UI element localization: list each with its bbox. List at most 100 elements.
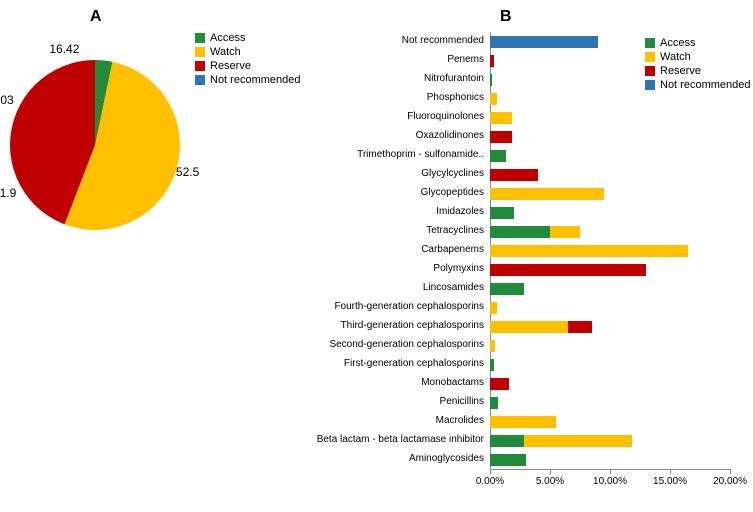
bar-segment (490, 283, 524, 295)
legend-a-item: Access (195, 32, 301, 44)
legend-a-label: Not recommended (210, 74, 301, 86)
legend-b-label: Watch (660, 51, 691, 63)
bar-segment (524, 435, 632, 447)
bar-row (490, 416, 556, 428)
legend-b-item: Access (645, 37, 751, 49)
x-tick (730, 469, 731, 474)
x-tick (670, 469, 671, 474)
pie-chart (10, 60, 190, 240)
bar-category-label: Tetracyclines (426, 225, 484, 236)
bar-row (490, 207, 514, 219)
x-tick-label: 5.00% (536, 476, 564, 487)
panel-b-legend: Access Watch Reserve Not recommended (645, 35, 751, 93)
bar-row (490, 131, 512, 143)
bar-segment (490, 55, 494, 67)
bar-row (490, 112, 512, 124)
bar-category-label: Monobactams (421, 377, 484, 388)
panel-a-legend: Access Watch Reserve Not recommended (195, 30, 301, 88)
bar-category-label: First-generation cephalosporins (344, 358, 484, 369)
bar-segment (490, 112, 512, 124)
legend-a-swatch (195, 75, 205, 85)
legend-a-label: Access (210, 32, 245, 44)
bar-row (490, 245, 688, 257)
bar-category-label: Lincosamides (423, 282, 484, 293)
bar-segment (490, 321, 568, 333)
panel-b-title: B (500, 8, 512, 26)
x-tick-label: 15.00% (653, 476, 687, 487)
legend-b-item: Reserve (645, 65, 751, 77)
bar-category-label: Third-generation cephalosporins (341, 320, 484, 331)
bar-row (490, 283, 524, 295)
legend-b-swatch (645, 38, 655, 48)
bar-category-label: Trimethoprim - sulfonamide.. (357, 149, 484, 160)
legend-a-swatch (195, 33, 205, 43)
bar-segment (550, 226, 580, 238)
bar-row (490, 378, 509, 390)
pie-slice-label: 9.03 (0, 93, 14, 107)
legend-a-item: Reserve (195, 60, 301, 72)
bar-category-label: Imidazoles (436, 206, 484, 217)
bar-row (490, 454, 526, 466)
bar-segment (490, 359, 494, 371)
bar-segment (568, 321, 592, 333)
bar-segment (490, 74, 492, 86)
legend-b-swatch (645, 66, 655, 76)
bar-row (490, 435, 632, 447)
legend-b-label: Access (660, 37, 695, 49)
bar-row (490, 36, 598, 48)
x-tick-label: 20.00% (713, 476, 747, 487)
bar-row (490, 188, 604, 200)
bar-segment (490, 188, 604, 200)
bar-category-label: Carbapenems (421, 244, 484, 255)
legend-b-label: Reserve (660, 65, 701, 77)
bar-row (490, 397, 498, 409)
pie-disc (10, 60, 180, 230)
bar-category-label: Fourth-generation cephalosporins (334, 301, 484, 312)
bar-segment (490, 169, 538, 181)
bar-row (490, 55, 494, 67)
bar-row (490, 359, 494, 371)
legend-a-swatch (195, 61, 205, 71)
bar-segment (490, 36, 598, 48)
bar-row (490, 150, 506, 162)
bar-segment (490, 302, 497, 314)
bar-category-label: Fluoroquinolones (407, 111, 484, 122)
bar-segment (490, 397, 498, 409)
bar-row (490, 169, 538, 181)
legend-a-item: Not recommended (195, 74, 301, 86)
bar-row (490, 321, 592, 333)
bar-category-label: Macrolides (436, 415, 484, 426)
bar-segment (490, 150, 506, 162)
bar-row (490, 264, 646, 276)
bar-segment (490, 207, 514, 219)
legend-b-swatch (645, 80, 655, 90)
bar-category-label: Nitrofurantoin (424, 73, 484, 84)
bar-category-label: Aminoglycosides (409, 453, 484, 464)
bar-row (490, 340, 495, 352)
bar-row (490, 74, 492, 86)
bar-segment (490, 435, 524, 447)
x-tick (490, 469, 491, 474)
bar-segment (490, 245, 688, 257)
x-tick (610, 469, 611, 474)
legend-a-label: Watch (210, 46, 241, 58)
bar-segment (490, 454, 526, 466)
bar-segment (490, 93, 497, 105)
x-tick-label: 0.00% (476, 476, 504, 487)
bar-category-label: Glycylcyclines (421, 168, 484, 179)
bar-row (490, 226, 580, 238)
bar-segment (490, 416, 556, 428)
bar-row (490, 302, 497, 314)
bar-category-label: Beta lactam - beta lactamase inhibitor (317, 434, 484, 445)
pie-slice-label: 52.5 (176, 165, 199, 179)
legend-b-swatch (645, 52, 655, 62)
panel-a-title: A (90, 8, 102, 26)
legend-b-label: Not recommended (660, 79, 751, 91)
pie-slice-label: 21.9 (0, 186, 16, 200)
legend-a-item: Watch (195, 46, 301, 58)
bar-segment (490, 131, 512, 143)
bar-category-label: Polymyxins (433, 263, 484, 274)
x-tick-label: 10.00% (593, 476, 627, 487)
bar-category-label: Phosphonics (427, 92, 484, 103)
bar-segment (490, 264, 646, 276)
